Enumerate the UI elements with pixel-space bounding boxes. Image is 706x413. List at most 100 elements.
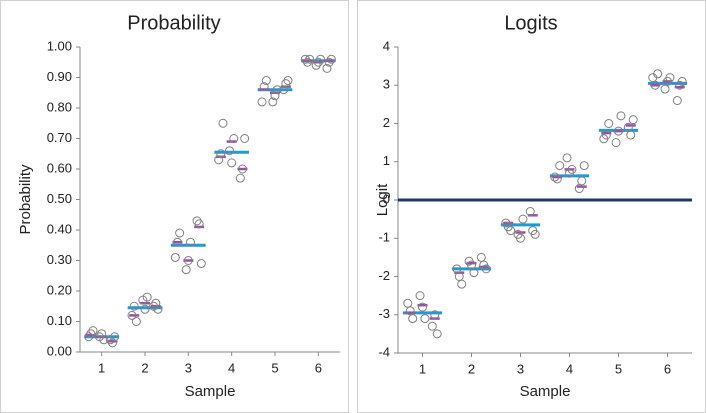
point — [430, 310, 440, 320]
y-tick-label: 0 — [383, 191, 390, 206]
point — [268, 97, 278, 107]
point — [525, 206, 535, 216]
y-tick-label: 0.20 — [47, 282, 72, 297]
x-axis-title: Sample — [520, 383, 571, 400]
x-tick-label: 1 — [98, 360, 105, 375]
point — [616, 111, 626, 121]
point — [601, 130, 611, 140]
point — [530, 229, 540, 239]
point — [555, 161, 565, 171]
x-axis-title: Sample — [185, 383, 236, 400]
y-tick-label: 1 — [383, 153, 390, 168]
point — [326, 54, 336, 64]
y-tick-label: 0.90 — [47, 69, 72, 84]
x-tick-label: 2 — [141, 360, 148, 375]
y-tick-label: 4 — [383, 38, 390, 53]
y-tick-label: 2 — [383, 115, 390, 130]
point — [628, 115, 638, 125]
point — [518, 214, 528, 224]
point — [272, 85, 282, 95]
y-tick-label: 0.10 — [47, 313, 72, 328]
point — [214, 155, 224, 165]
point — [229, 134, 239, 143]
point — [227, 158, 237, 168]
chart-title: Logits — [504, 12, 557, 34]
point — [97, 329, 107, 339]
point — [469, 268, 479, 278]
point — [653, 69, 663, 79]
y-tick-label: 1.00 — [47, 38, 72, 53]
point — [173, 237, 182, 247]
point — [611, 138, 621, 148]
x-tick-label: 6 — [664, 361, 671, 376]
point — [216, 149, 226, 159]
point — [170, 252, 180, 262]
point — [192, 216, 202, 226]
point — [300, 54, 310, 64]
x-tick-label: 4 — [228, 360, 235, 375]
point — [579, 161, 589, 171]
y-tick-label: 0.70 — [47, 130, 72, 145]
point — [279, 85, 289, 95]
point — [110, 332, 120, 342]
y-axis-title: Probability — [17, 164, 34, 235]
point — [677, 76, 687, 86]
point — [84, 332, 94, 342]
x-tick-label: 5 — [615, 361, 622, 376]
point — [562, 153, 572, 163]
x-tick-label: 6 — [315, 360, 322, 375]
point — [281, 79, 291, 89]
y-tick-label: 0.30 — [47, 252, 72, 267]
x-tick-label: 1 — [419, 361, 426, 376]
point — [432, 329, 442, 339]
point — [303, 57, 312, 67]
point — [311, 60, 321, 70]
point — [127, 310, 137, 320]
point — [457, 279, 467, 289]
x-tick-label: 3 — [185, 360, 192, 375]
point — [175, 228, 185, 238]
x-tick-label: 5 — [271, 360, 278, 375]
point — [240, 134, 250, 143]
point — [672, 96, 682, 106]
y-tick-label: -4 — [378, 344, 390, 359]
y-tick-label: 0.40 — [47, 221, 72, 236]
point — [322, 63, 332, 73]
point — [324, 57, 334, 67]
point — [577, 176, 587, 186]
point — [153, 304, 163, 314]
panel-frame — [0, 0, 349, 413]
point — [552, 174, 562, 184]
point — [427, 321, 437, 331]
y-tick-label: 0.60 — [47, 160, 72, 175]
point — [650, 80, 660, 90]
point — [270, 91, 280, 101]
y-tick-label: 0.80 — [47, 99, 72, 114]
point — [194, 219, 204, 229]
point — [140, 304, 150, 314]
point — [151, 298, 161, 308]
point — [259, 82, 269, 92]
x-tick-label: 3 — [517, 361, 524, 376]
point — [516, 233, 525, 243]
point — [604, 119, 614, 128]
point — [238, 164, 247, 174]
panel-frame — [357, 0, 706, 413]
y-tick-label: 3 — [383, 77, 390, 92]
point — [225, 146, 234, 156]
y-tick-label: -2 — [378, 268, 390, 283]
point — [88, 326, 98, 336]
point — [316, 54, 325, 64]
point — [283, 76, 293, 86]
point — [235, 173, 245, 183]
point — [218, 118, 228, 128]
point — [313, 57, 323, 67]
point — [186, 237, 195, 247]
y-tick-label: 0.50 — [47, 191, 72, 206]
x-tick-label: 4 — [566, 361, 573, 376]
point — [418, 302, 427, 312]
point — [305, 54, 315, 64]
y-tick-label: -3 — [378, 306, 390, 321]
point — [567, 164, 577, 174]
